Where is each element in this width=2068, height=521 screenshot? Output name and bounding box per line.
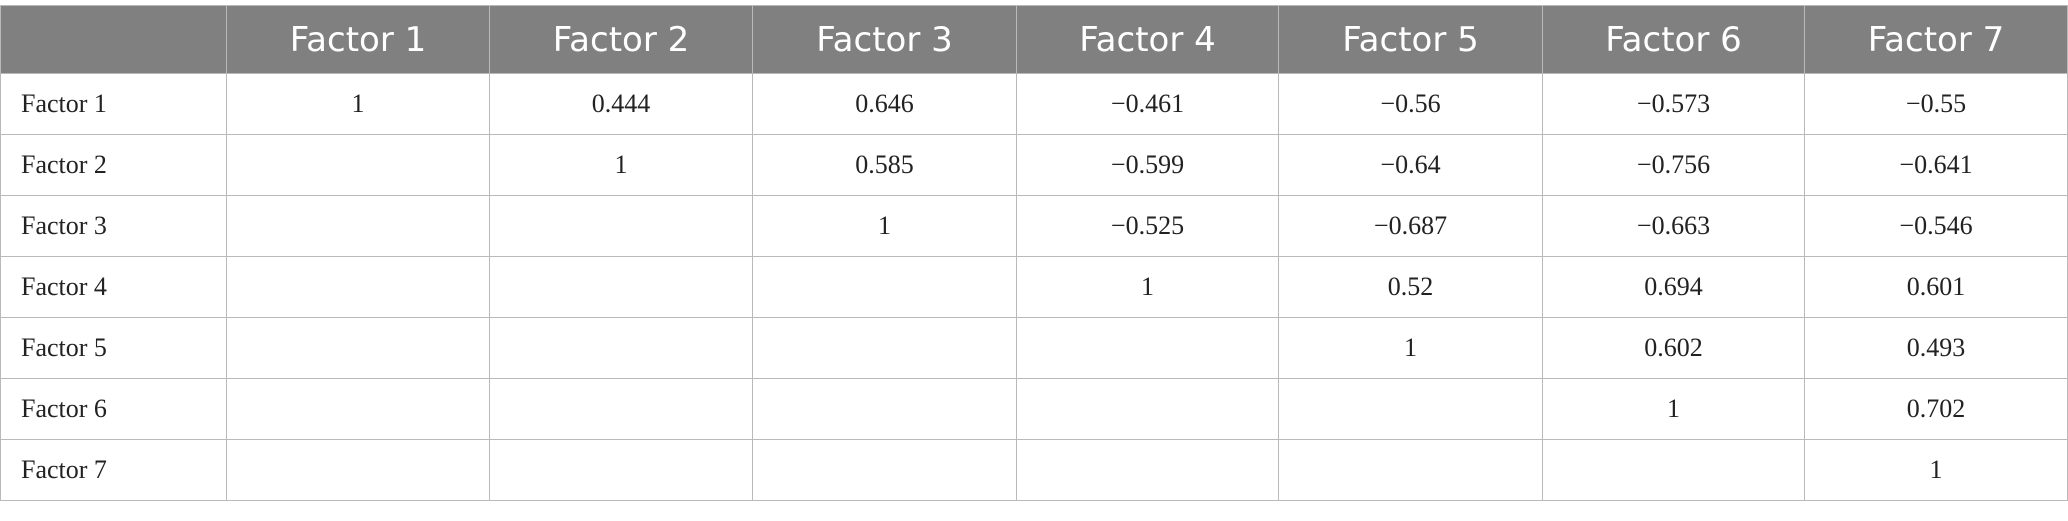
empty-cell (226, 317, 490, 379)
value-cell: −0.525 (1016, 195, 1279, 257)
empty-cell (1016, 378, 1279, 440)
row-label: Factor 4 (0, 256, 227, 318)
value-cell: 1 (226, 73, 490, 135)
empty-cell (226, 134, 490, 196)
corner-cell (0, 5, 227, 74)
value-cell: −0.573 (1542, 73, 1805, 135)
value-cell: 0.52 (1278, 256, 1543, 318)
value-cell: 1 (1804, 439, 2068, 501)
empty-cell (1016, 317, 1279, 379)
empty-cell (489, 195, 753, 257)
value-cell: 1 (752, 195, 1017, 257)
value-cell: 0.585 (752, 134, 1017, 196)
value-cell: −0.64 (1278, 134, 1543, 196)
value-cell: 1 (1542, 378, 1805, 440)
row-label: Factor 3 (0, 195, 227, 257)
value-cell: 0.444 (489, 73, 753, 135)
row-label: Factor 7 (0, 439, 227, 501)
value-cell: −0.461 (1016, 73, 1279, 135)
value-cell: −0.641 (1804, 134, 2068, 196)
value-cell: 0.602 (1542, 317, 1805, 379)
column-header: Factor 4 (1016, 5, 1279, 74)
empty-cell (1278, 378, 1543, 440)
value-cell: 1 (1278, 317, 1543, 379)
column-header: Factor 1 (226, 5, 490, 74)
empty-cell (752, 317, 1017, 379)
value-cell: 1 (1016, 256, 1279, 318)
column-header: Factor 2 (489, 5, 753, 74)
table-row: Factor 6 1 0.702 (0, 378, 2068, 440)
value-cell: −0.599 (1016, 134, 1279, 196)
table-body: Factor 1 1 0.444 0.646 −0.461 −0.56 −0.573 −0.5… (0, 73, 2068, 501)
value-cell: −0.55 (1804, 73, 2068, 135)
table-row: Factor 1 1 0.444 0.646 −0.461 −0.56 −0.573 −0.5… (0, 73, 2068, 135)
empty-cell (489, 378, 753, 440)
empty-cell (489, 256, 753, 318)
empty-cell (752, 378, 1017, 440)
value-cell: 0.493 (1804, 317, 2068, 379)
correlation-table: Factor 1 Factor 2 Factor 3 Factor 4 Factor 5… (0, 5, 2068, 501)
column-header: Factor 6 (1542, 5, 1805, 74)
row-label: Factor 2 (0, 134, 227, 196)
row-label: Factor 1 (0, 73, 227, 135)
value-cell: −0.756 (1542, 134, 1805, 196)
row-label: Factor 6 (0, 378, 227, 440)
table-row: Factor 3 1 −0.525 −0.687 −0.663 −0.546 (0, 195, 2068, 257)
value-cell: 0.646 (752, 73, 1017, 135)
value-cell: 1 (489, 134, 753, 196)
column-header: Factor 3 (752, 5, 1017, 74)
table-row: Factor 2 1 0.585 −0.599 −0.64 −0.756 −0.641 (0, 134, 2068, 196)
empty-cell (1542, 439, 1805, 501)
table-row: Factor 5 1 0.602 0.493 (0, 317, 2068, 379)
empty-cell (226, 195, 490, 257)
empty-cell (1278, 439, 1543, 501)
column-header: Factor 5 (1278, 5, 1543, 74)
empty-cell (489, 439, 753, 501)
header-row: Factor 1 Factor 2 Factor 3 Factor 4 Factor 5… (0, 5, 2068, 74)
value-cell: −0.56 (1278, 73, 1543, 135)
table-header: Factor 1 Factor 2 Factor 3 Factor 4 Factor 5… (0, 5, 2068, 74)
empty-cell (1016, 439, 1279, 501)
column-header: Factor 7 (1804, 5, 2068, 74)
empty-cell (752, 256, 1017, 318)
value-cell: −0.687 (1278, 195, 1543, 257)
table-row: Factor 7 1 (0, 439, 2068, 501)
value-cell: 0.601 (1804, 256, 2068, 318)
empty-cell (226, 378, 490, 440)
value-cell: 0.694 (1542, 256, 1805, 318)
value-cell: −0.663 (1542, 195, 1805, 257)
empty-cell (489, 317, 753, 379)
empty-cell (226, 439, 490, 501)
value-cell: −0.546 (1804, 195, 2068, 257)
row-label: Factor 5 (0, 317, 227, 379)
table-row: Factor 4 1 0.52 0.694 0.601 (0, 256, 2068, 318)
value-cell: 0.702 (1804, 378, 2068, 440)
empty-cell (226, 256, 490, 318)
empty-cell (752, 439, 1017, 501)
